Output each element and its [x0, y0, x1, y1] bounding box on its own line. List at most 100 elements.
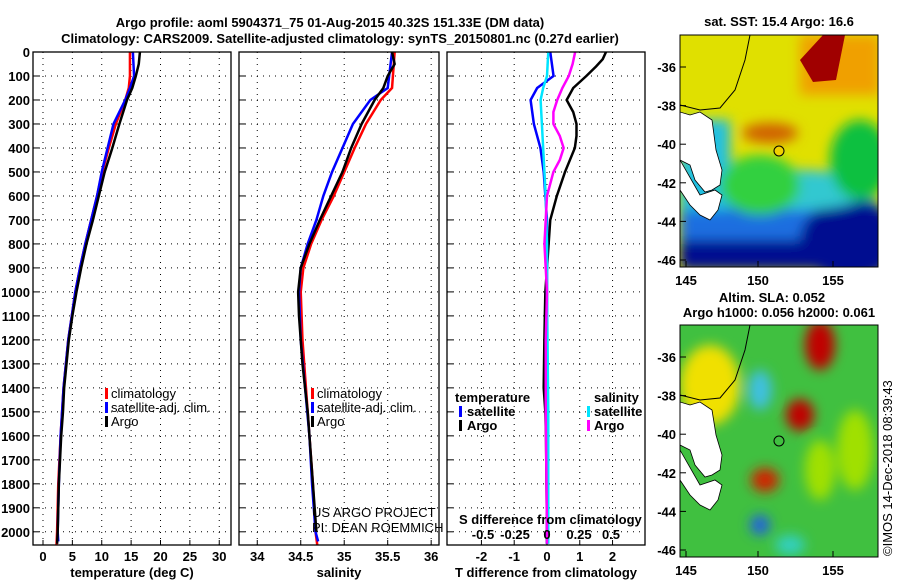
y-tick-label: 1700 [1, 453, 30, 468]
credit-line1: US ARGO PROJECT [312, 505, 436, 520]
series-line-climatology [299, 51, 396, 546]
legend-label: satellite [467, 404, 515, 419]
legend-title-salinity: salinity [594, 390, 640, 405]
s-tick-label: 0.5 [602, 527, 620, 542]
map-y-tick-label: -46 [657, 253, 676, 268]
legend-label: Argo [594, 418, 624, 433]
legend-swatch [459, 406, 462, 417]
profile-panel-2: 34 34.5 35 35.5 36 salinity climatologysatelli… [238, 51, 440, 580]
legend-swatch [105, 388, 108, 399]
map-y-tick-label: -38 [657, 389, 676, 404]
x-tick-label: 34.5 [288, 549, 313, 564]
y-tick-label: 0 [23, 45, 30, 60]
argo-location-marker-sla [773, 435, 785, 447]
y-tick-label: 600 [8, 189, 30, 204]
imos-watermark: ©IMOS 14-Dec-2018 08:39:43 [880, 380, 895, 556]
x-tick-label: -2 [476, 549, 488, 564]
map-y-tick-label: -44 [657, 504, 677, 519]
plot-frame [32, 51, 232, 546]
s-axis-label: S difference from climatology [459, 512, 643, 527]
x-axis-label: T difference from climatology [455, 565, 638, 580]
plot-frame [446, 51, 646, 546]
x-tick-label: 10 [95, 549, 109, 564]
sst-map-title: sat. SST: 15.4 Argo: 16.6 [704, 14, 854, 29]
credit-line2: PI: DEAN ROEMMICH [312, 520, 443, 535]
x-tick-label: 30 [212, 549, 226, 564]
sst-map: sat. SST: 15.4 Argo: 16.6 145 150 155 -36 -3… [657, 14, 879, 288]
map-y-tick-label: -40 [657, 427, 676, 442]
series-line-satellite-adj-clim- [56, 51, 136, 542]
y-tick-label: 1900 [1, 501, 30, 516]
y-tick-label: 1400 [1, 381, 30, 396]
x-tick-label: 35.5 [375, 549, 400, 564]
legend-label: satellite-adj. clim. [317, 400, 417, 415]
x-tick-label: 5 [69, 549, 76, 564]
y-tick-label: 900 [8, 261, 30, 276]
x-tick-label: 0 [39, 549, 46, 564]
x-tick-label: -1 [508, 549, 520, 564]
y-tick-label: 1000 [1, 285, 30, 300]
legend-label: Argo [111, 414, 138, 429]
x-tick-label: 1 [576, 549, 583, 564]
sst-map-frame [679, 34, 879, 268]
title-line2: Climatology: CARS2009. Satellite-adjuste… [61, 31, 619, 46]
x-tick-label: 34 [250, 549, 265, 564]
legend-swatch [311, 388, 314, 399]
legend-label: climatology [317, 386, 383, 401]
y-tick-label: 500 [8, 165, 30, 180]
x-axis-label: salinity [317, 565, 363, 580]
sla-map-title1: Altim. SLA: 0.052 [719, 290, 825, 305]
map-x-tick-label: 155 [822, 563, 844, 578]
map-x-tick-label: 150 [747, 563, 769, 578]
y-tick-label: 700 [8, 213, 30, 228]
map-y-tick-label: -36 [657, 350, 676, 365]
y-tick-label: 1100 [2, 309, 30, 324]
title-line1: Argo profile: aoml 5904371_75 01-Aug-201… [116, 15, 544, 30]
sla-map-title2: Argo h1000: 0.056 h2000: 0.061 [683, 305, 875, 320]
map-y-tick-label: -36 [657, 60, 676, 75]
plot-frame [238, 51, 440, 546]
y-tick-label: 1200 [1, 333, 30, 348]
map-y-tick-label: -42 [657, 466, 676, 481]
legend-swatch [459, 420, 462, 431]
map-y-tick-label: -40 [657, 137, 676, 152]
sla-map-frame [679, 324, 879, 558]
profile-panel-1: 0 5 10 15 20 25 300100200300400500600700800900… [1, 45, 232, 580]
legend-swatch [105, 402, 108, 413]
legend-label: climatology [111, 386, 177, 401]
map-x-tick-label: 145 [675, 563, 697, 578]
profile-panel-3: -2 -1 0 1 2T difference from climatology temp… [446, 51, 646, 580]
x-tick-label: 25 [183, 549, 197, 564]
s-tick-label: -0.5 [472, 527, 494, 542]
map-x-tick-label: 150 [747, 273, 769, 288]
legend-swatch [311, 416, 314, 427]
series-line-argo [55, 51, 142, 544]
legend-label: satellite-adj. clim. [111, 400, 211, 415]
map-x-tick-label: 145 [675, 273, 697, 288]
map-y-tick-label: -44 [657, 214, 677, 229]
y-tick-label: 1500 [1, 405, 30, 420]
legend-swatch [311, 402, 314, 413]
y-tick-label: 1800 [1, 477, 30, 492]
legend-label: Argo [317, 414, 344, 429]
s-tick-label: 0.25 [566, 527, 591, 542]
series-line-s-argo [543, 51, 577, 544]
s-tick-label: 0 [543, 527, 550, 542]
y-tick-label: 2000 [1, 525, 30, 540]
x-tick-label: 15 [124, 549, 138, 564]
argo-location-marker [773, 145, 785, 157]
map-x-tick-label: 155 [822, 273, 844, 288]
x-tick-label: 36 [424, 549, 438, 564]
y-tick-label: 1300 [1, 357, 30, 372]
x-tick-label: 2 [609, 549, 616, 564]
map-y-tick-label: -46 [657, 543, 676, 558]
x-tick-label: 0 [543, 549, 550, 564]
legend-swatch [587, 406, 590, 417]
y-tick-label: 100 [8, 69, 30, 84]
series-line-argo [296, 51, 396, 532]
legend-swatch [105, 416, 108, 427]
x-axis-label: temperature (deg C) [70, 565, 194, 580]
legend-swatch [587, 420, 590, 431]
y-tick-label: 400 [8, 141, 30, 156]
map-y-tick-label: -42 [657, 176, 676, 191]
